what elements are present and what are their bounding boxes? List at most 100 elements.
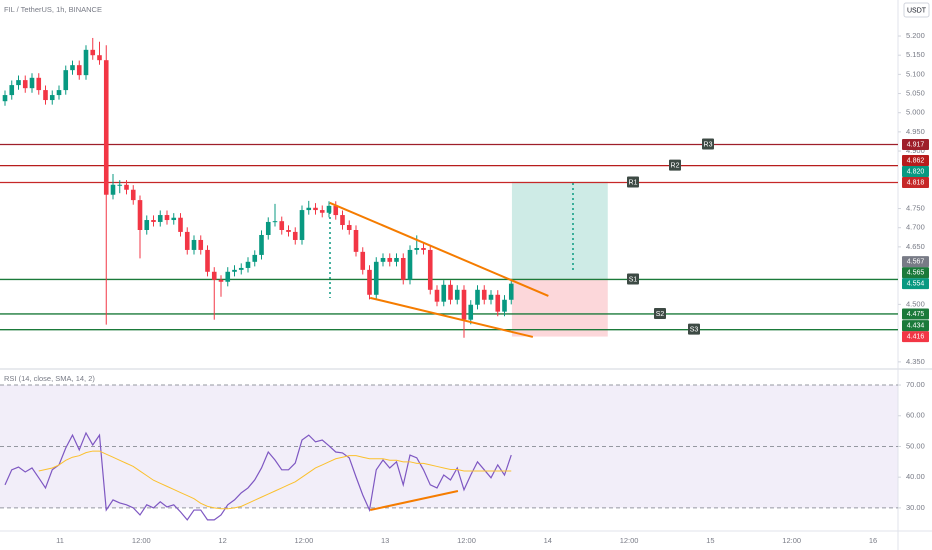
candle-body	[407, 249, 413, 280]
candle-body	[333, 205, 339, 216]
y-tick-label: 5.100	[906, 69, 925, 78]
price-badge	[902, 320, 929, 332]
candle-body	[400, 257, 406, 280]
candle-body	[272, 221, 278, 223]
candle-body	[313, 207, 318, 211]
level-tag	[627, 273, 639, 285]
candle-body	[508, 283, 514, 300]
candle-body	[43, 90, 48, 101]
candle-body	[265, 221, 271, 235]
candle-body	[488, 294, 494, 300]
candle-body	[306, 207, 312, 211]
candle-body	[178, 217, 183, 232]
candle-body	[441, 284, 447, 302]
candle-body	[22, 80, 28, 89]
price-badge-label: 4.416	[907, 333, 925, 340]
x-tick-label: 13	[381, 536, 389, 545]
price-badge	[902, 165, 929, 177]
candle-body	[36, 77, 42, 91]
candle-body	[9, 85, 15, 96]
candle-body	[292, 231, 298, 240]
candle-body	[171, 217, 177, 221]
candle-body	[434, 289, 440, 302]
price-badge	[902, 256, 929, 268]
candle-body	[481, 289, 487, 300]
candle-body	[380, 257, 386, 262]
x-tick-label: 12:00	[295, 536, 314, 545]
candle-body	[232, 269, 237, 272]
level-tag	[688, 323, 700, 335]
candle-body	[144, 220, 150, 230]
candle-body	[286, 230, 291, 232]
y-tick-label: 50.00	[906, 441, 925, 450]
x-tick-label: 12:00	[620, 536, 639, 545]
candle-body	[394, 257, 399, 262]
y-tick-label: 4.350	[906, 357, 925, 366]
candle-body	[157, 215, 163, 222]
level-tag-label: R3	[704, 141, 713, 148]
candle-body	[353, 230, 359, 252]
x-tick-label: 11	[56, 536, 64, 545]
x-tick-label: 16	[869, 536, 877, 545]
price-badge-label: 4.820	[907, 168, 925, 175]
candle-body	[117, 184, 123, 186]
candle-body	[502, 299, 507, 312]
candle-body	[225, 271, 231, 282]
level-tag-label: S3	[690, 327, 699, 334]
price-badge	[902, 176, 929, 188]
price-badge	[902, 308, 929, 320]
candle-body	[495, 294, 501, 312]
price-badge-label: 4.818	[907, 179, 925, 186]
y-tick-label: 5.150	[906, 50, 925, 59]
candle-body	[137, 200, 143, 230]
y-tick-label: 5.200	[906, 31, 925, 40]
level-tag-label: S2	[656, 311, 665, 318]
x-tick-label: 12:00	[132, 536, 151, 545]
candle-body	[259, 234, 264, 255]
y-tick-label: 40.00	[906, 472, 925, 481]
candle-body	[448, 284, 453, 300]
x-tick-label: 12:00	[457, 536, 476, 545]
candle-body	[421, 248, 426, 250]
price-badge-label: 4.434	[907, 322, 925, 329]
candle-body	[49, 95, 55, 101]
currency-button[interactable]	[903, 2, 930, 18]
candle-body	[164, 215, 170, 221]
trend-line	[369, 296, 534, 338]
price-badge-label: 4.917	[907, 141, 925, 148]
candle-body	[414, 248, 420, 250]
position-profit	[511, 181, 608, 279]
candle-body	[124, 184, 129, 190]
candle-body	[387, 257, 393, 262]
candle-body	[76, 65, 82, 76]
rsi-line	[4, 431, 512, 521]
price-badge-label: 4.565	[907, 270, 925, 277]
candle-body	[279, 221, 285, 230]
candle-body	[2, 95, 8, 102]
trend-line	[329, 201, 549, 297]
rsi-sma-line	[38, 450, 512, 510]
candle-body	[245, 261, 251, 268]
price-badge-label: 4.475	[907, 311, 925, 318]
x-tick-label: 12	[218, 536, 226, 545]
candle-body	[340, 215, 345, 226]
candle-body	[97, 55, 102, 61]
candle-body	[198, 239, 204, 250]
candle-body	[151, 220, 156, 222]
price-badge	[902, 154, 929, 166]
rsi-title: RSI (14, close, SMA, 14, 2)	[4, 374, 95, 383]
candle-body	[326, 205, 332, 213]
x-tick-label: 14	[544, 536, 552, 545]
level-tag-label: R2	[671, 162, 680, 169]
x-tick-label: 12:00	[782, 536, 801, 545]
level-tag	[627, 176, 639, 188]
price-badge	[902, 267, 929, 279]
chart-title: FIL / TetherUS, 1h, BINANCE	[4, 5, 102, 14]
x-tick-label: 15	[706, 536, 714, 545]
price-badge-label: 4.862	[907, 157, 925, 164]
price-badge	[902, 139, 929, 151]
candle-body	[63, 70, 69, 91]
candle-body	[454, 289, 460, 300]
candle-body	[70, 65, 75, 71]
trend-line	[369, 490, 459, 512]
